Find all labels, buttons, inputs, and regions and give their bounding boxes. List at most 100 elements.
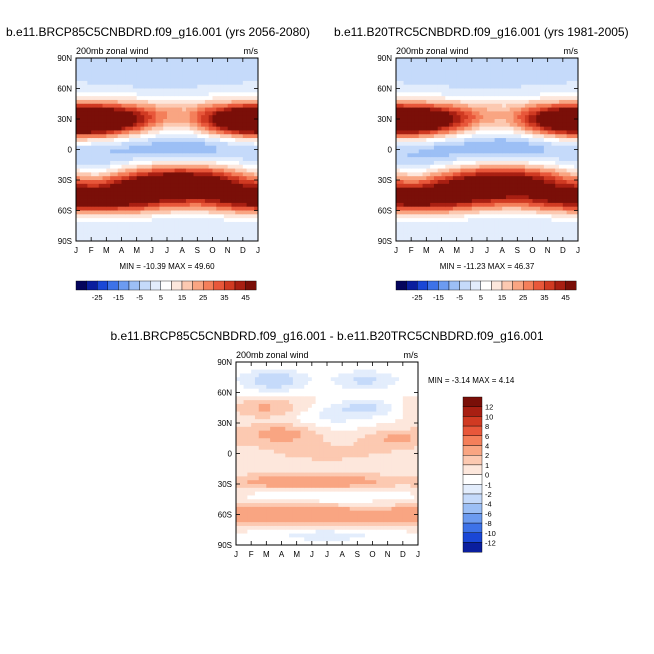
heat-cell: [414, 221, 420, 227]
heat-cell: [151, 122, 157, 128]
heat-cell: [102, 187, 107, 192]
heat-cell: [246, 84, 251, 89]
heat-cell: [167, 88, 172, 93]
heat-cell: [430, 229, 435, 234]
heat-cell: [235, 225, 240, 230]
heat-cell: [433, 96, 439, 101]
heat-cell: [536, 119, 541, 124]
heat-cell: [505, 153, 511, 158]
heat-cell: [430, 176, 435, 181]
heat-cell: [540, 134, 545, 139]
heat-cell: [441, 233, 446, 238]
heat-cell: [426, 130, 431, 135]
heat-cell: [94, 172, 100, 177]
heat-cell: [197, 180, 202, 185]
heat-cell: [411, 103, 416, 108]
heat-cell: [437, 145, 442, 150]
panel2-colorbar: -25 -15 -5 5 15 25 35 45: [395, 280, 577, 302]
heat-cell: [399, 99, 404, 105]
heat-cell: [441, 153, 446, 158]
heat-cell: [247, 457, 252, 462]
heat-cell: [246, 145, 251, 150]
heat-cell: [129, 96, 134, 101]
heat-cell: [441, 180, 446, 185]
heat-cell: [87, 202, 92, 208]
heat-cell: [479, 199, 484, 204]
heat-cell: [521, 164, 526, 169]
heat-cell: [208, 69, 213, 74]
heat-cell: [185, 92, 191, 97]
heat-cell: [426, 210, 431, 215]
heat-cell: [239, 229, 244, 234]
heat-cell: [110, 206, 115, 211]
heat-cell: [178, 210, 183, 215]
heat-cell: [403, 237, 408, 242]
heat-cell: [445, 233, 450, 238]
heat-cell: [543, 180, 549, 185]
heat-cell: [254, 92, 259, 97]
heat-cell: [83, 61, 88, 67]
y-tick-label: 0: [68, 146, 73, 155]
heat-cell: [445, 115, 450, 120]
heat-cell: [239, 141, 244, 147]
heat-cell: [449, 103, 454, 108]
heat-cell: [235, 183, 240, 189]
heat-cell: [140, 233, 145, 238]
heat-cell: [449, 199, 454, 204]
heat-cell: [129, 210, 134, 215]
heat-cell: [243, 449, 248, 454]
heat-cell: [174, 229, 179, 234]
heat-cell: [532, 191, 537, 196]
heat-cell: [547, 61, 552, 67]
heat-cell: [87, 115, 92, 120]
heat-cell: [555, 153, 560, 158]
heat-cell: [403, 92, 408, 97]
heat-cell: [76, 187, 81, 192]
heat-cell: [113, 191, 119, 196]
heat-cell: [479, 134, 484, 139]
heat-cell: [102, 69, 107, 74]
heat-cell: [239, 415, 244, 420]
heat-cell: [433, 218, 439, 223]
heat-cell: [239, 214, 244, 219]
heat-cell: [79, 119, 84, 124]
heat-cell: [83, 172, 88, 177]
heat-cell: [223, 130, 229, 135]
heat-cell: [418, 183, 423, 189]
heat-cell: [91, 183, 96, 189]
heat-cell: [464, 195, 469, 200]
heat-cell: [102, 164, 107, 169]
heat-cell: [543, 96, 549, 101]
heat-cell: [403, 199, 408, 204]
heat-cell: [113, 141, 119, 147]
heat-cell: [129, 202, 134, 208]
heat-cell: [487, 107, 492, 112]
heat-cell: [251, 384, 256, 390]
heat-cell: [216, 210, 221, 215]
heat-cell: [483, 202, 488, 208]
heat-cell: [247, 506, 252, 512]
heat-cell: [464, 92, 469, 97]
heat-cell: [220, 180, 225, 185]
heat-cell: [505, 225, 511, 230]
heat-cell: [83, 183, 88, 189]
heat-cell: [174, 164, 179, 169]
heat-cell: [254, 103, 259, 108]
heat-cell: [151, 61, 157, 67]
heat-cell: [170, 180, 175, 185]
heat-cell: [479, 130, 484, 135]
heat-cell: [242, 126, 248, 131]
heat-cell: [540, 58, 545, 63]
heat-cell: [117, 237, 122, 242]
heat-cell: [236, 464, 241, 470]
x-tick-label: A: [119, 246, 125, 255]
heat-cell: [551, 99, 556, 105]
heat-cell: [140, 164, 145, 169]
heat-cell: [148, 214, 153, 219]
heat-cell: [468, 225, 473, 230]
heat-cell: [98, 149, 103, 154]
heat-cell: [498, 183, 503, 189]
heat-cell: [189, 80, 194, 86]
heat-cell: [136, 183, 141, 189]
